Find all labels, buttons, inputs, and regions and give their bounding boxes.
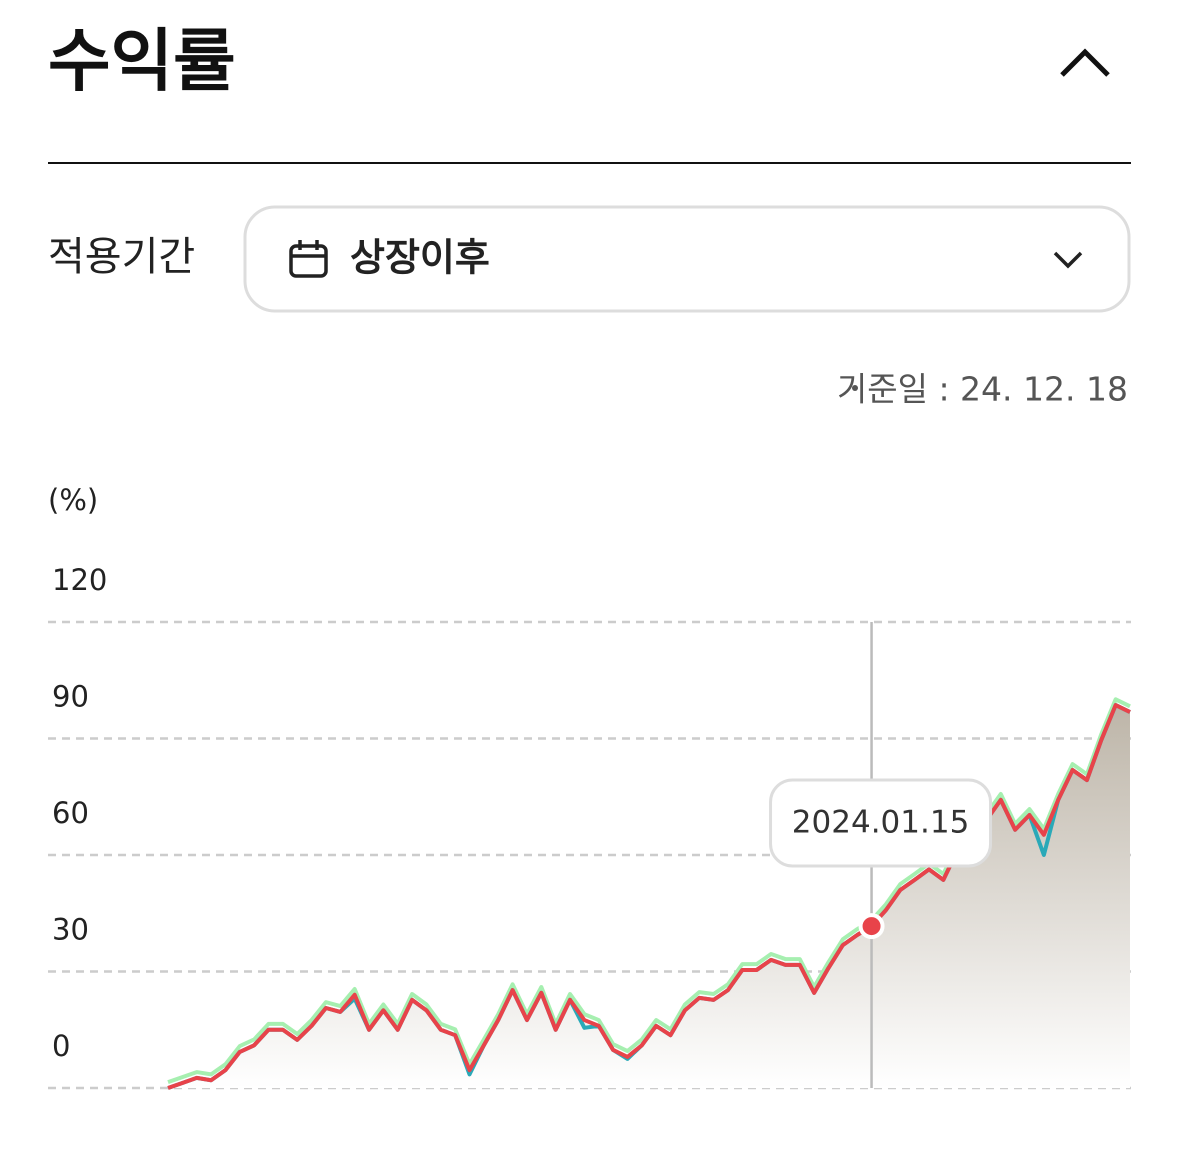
dropdown-chevron xyxy=(1053,251,1083,269)
collapse-button[interactable] xyxy=(1060,48,1110,77)
area xyxy=(168,705,1130,1088)
dropdown-box[interactable] xyxy=(243,205,1131,313)
dropdown-value: 상장이후 xyxy=(350,236,490,280)
base-date: 기준일 : 24. 12. 18 xyxy=(837,370,1128,409)
calendar-icon xyxy=(289,240,328,278)
tooltip-label: 2024.01.15 xyxy=(792,805,970,841)
y-tick-label: 0 xyxy=(52,1029,70,1063)
chart: 0 30 60 90 120 2024.01.15 xyxy=(48,563,1131,1090)
tooltip-box xyxy=(769,778,993,868)
highlight-point xyxy=(858,913,885,940)
y-tick-label: 90 xyxy=(52,680,89,714)
y-tick-label: 30 xyxy=(52,913,89,947)
bullet xyxy=(852,385,858,391)
filter-label: 적용기간 xyxy=(48,234,195,280)
y-unit: (%) xyxy=(48,483,98,517)
period-dropdown[interactable]: 상장이후 xyxy=(243,205,1131,313)
y-tick-label: 120 xyxy=(52,563,107,597)
page-title: 수익률 xyxy=(48,23,236,102)
y-tick-label: 60 xyxy=(52,796,89,830)
